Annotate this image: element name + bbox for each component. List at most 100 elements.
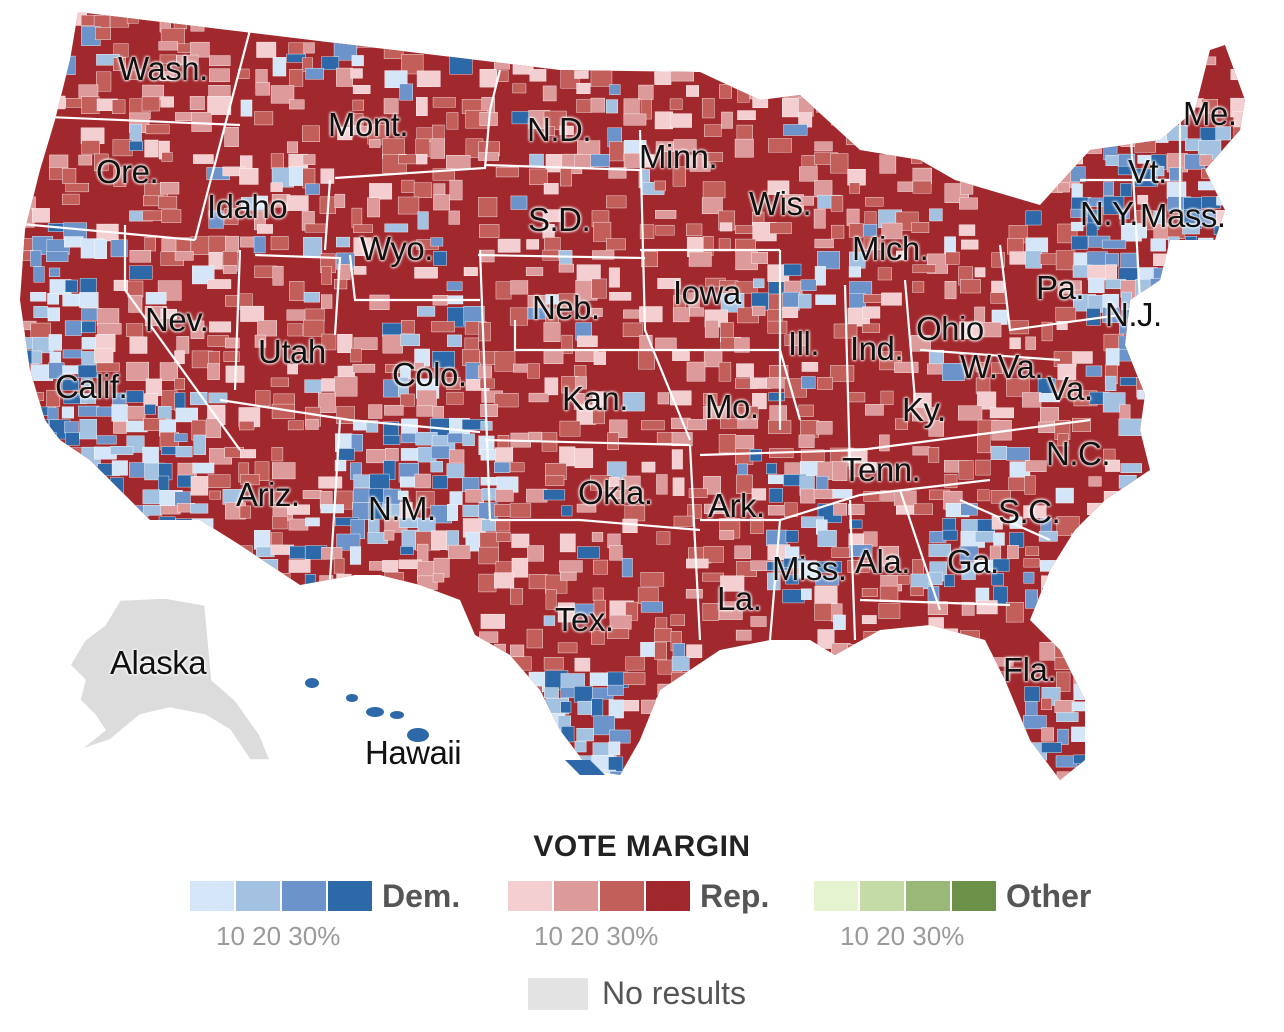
county-tile: [911, 154, 923, 164]
county-tile: [542, 209, 563, 223]
county-tile: [0, 265, 11, 284]
county-tile: [879, 545, 900, 567]
county-tile: [238, 586, 253, 605]
county-tile: [833, 503, 847, 516]
county-tile: [1054, 560, 1077, 575]
county-tile: [366, 420, 379, 433]
county-tile: [1165, 741, 1189, 752]
county-tile: [977, 433, 991, 454]
county-tile: [79, 277, 97, 294]
county-tile: [334, 658, 348, 674]
county-tile: [430, 771, 444, 780]
county-tile: [270, 236, 289, 251]
county-tile: [401, 179, 415, 193]
county-tile: [206, 418, 222, 438]
county-tile: [109, 477, 124, 494]
county-tile: [273, 629, 298, 644]
state-label-okla: Okla.: [578, 474, 653, 511]
county-tile: [865, 684, 881, 694]
county-tile: [894, 361, 919, 373]
county-tile: [1168, 404, 1185, 416]
county-tile: [1249, 41, 1264, 50]
county-tile: [1104, 98, 1121, 114]
legend-swatch: [508, 881, 552, 911]
county-tile: [509, 307, 528, 326]
county-tile: [1199, 361, 1212, 374]
county-tile: [207, 474, 231, 489]
county-tile: [814, 712, 829, 729]
county-tile: [1232, 433, 1245, 444]
county-tile: [1152, 490, 1166, 511]
county-tile: [447, 504, 458, 521]
county-tile: [526, 754, 546, 771]
county-tile: [1054, 574, 1066, 594]
county-tile: [1263, 628, 1284, 643]
county-tile: [1038, 26, 1050, 41]
county-tile: [384, 223, 409, 233]
county-tile: [305, 183, 320, 195]
county-tile: [462, 671, 479, 685]
county-tile: [961, 70, 972, 88]
county-tile: [1087, 502, 1103, 515]
county-tile: [1200, 475, 1216, 495]
county-tile: [686, 644, 703, 658]
county-tile: [1023, 96, 1036, 110]
county-tile: [1264, 701, 1277, 710]
county-tile: [446, 281, 463, 292]
county-tile: [749, 449, 762, 462]
county-tile: [81, 475, 99, 491]
county-tile: [800, 671, 821, 686]
county-tile: [160, 96, 174, 108]
county-tile: [895, 684, 914, 694]
county-tile: [990, 490, 1011, 504]
county-tile: [975, 459, 991, 476]
county-tile: [30, 56, 49, 73]
county-tile: [1249, 28, 1262, 37]
county-tile: [688, 28, 701, 46]
county-tile: [369, 139, 381, 148]
legend-swatch: [328, 881, 372, 911]
county-tile: [1198, 519, 1221, 534]
county-tile: [1216, 13, 1233, 33]
county-tile: [126, 530, 151, 545]
county-tile: [1183, 574, 1205, 591]
county-tile: [240, 305, 265, 322]
county-tile: [334, 376, 358, 397]
county-tile: [511, 557, 529, 578]
county-tile: [494, 393, 519, 408]
county-tile: [286, 195, 309, 211]
county-tile: [750, 685, 762, 699]
county-tile: [416, 306, 436, 317]
county-tile: [544, 377, 559, 396]
county-tile: [465, 489, 485, 503]
county-tile: [1184, 279, 1209, 291]
state-label-ariz: Ariz.: [236, 476, 300, 513]
county-tile: [701, 98, 715, 119]
county-tile: [1213, 392, 1235, 410]
county-tile: [863, 237, 882, 250]
county-tile: [96, 308, 120, 326]
county-tile: [1088, 741, 1113, 761]
county-tile: [605, 99, 619, 114]
county-tile: [1086, 138, 1102, 154]
county-tile: [208, 392, 228, 404]
county-tile: [784, 334, 808, 347]
county-tile: [1231, 309, 1245, 324]
county-tile: [560, 168, 572, 187]
county-tile: [431, 321, 455, 333]
county-tile: [769, 222, 792, 234]
county-tile: [1038, 393, 1061, 403]
county-tile: [1009, 337, 1021, 350]
county-tile: [1185, 252, 1202, 264]
county-tile: [479, 224, 500, 238]
county-tile: [95, 27, 111, 40]
county-tile: [1024, 475, 1036, 495]
county-tile: [129, 265, 153, 280]
legend-swatch: [554, 881, 598, 911]
county-tile: [752, 393, 767, 410]
legend-swatch: [906, 881, 950, 911]
county-tile: [975, 670, 993, 689]
legend-swatch: [860, 881, 904, 911]
county-tile: [416, 70, 441, 87]
county-tile: [846, 208, 860, 226]
